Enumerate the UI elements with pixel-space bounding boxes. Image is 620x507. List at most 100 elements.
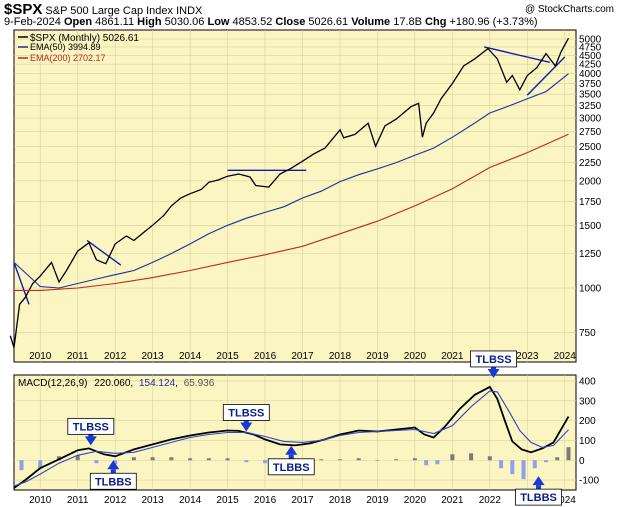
high-value: 5030.06 xyxy=(164,16,205,28)
macd-histogram-bar xyxy=(521,460,526,480)
annotation-label: TLBSS xyxy=(228,407,264,419)
macd-x-tick-label: 2014 xyxy=(179,495,202,506)
macd-x-tick-label: 2021 xyxy=(441,495,464,506)
price-y-tick-label: 4250 xyxy=(579,60,602,71)
macd-x-tick-label: 2013 xyxy=(142,495,165,506)
ema200-line xyxy=(14,133,569,291)
macd-y-tick-label: 0 xyxy=(579,456,585,467)
macd-line xyxy=(13,385,570,489)
price-y-tick-labels: 750 1000 1250 1500 1750 2000 2250 2500 2750 3000 3… xyxy=(579,35,602,340)
annotation-arrow xyxy=(84,436,97,446)
trendline xyxy=(526,56,566,96)
chg-value: +180.96 (+3.73%) xyxy=(449,16,538,28)
macd-histogram-bar xyxy=(394,459,399,461)
macd-sep-1: , xyxy=(130,378,133,389)
annotation-arrow xyxy=(285,445,298,455)
high-label: High xyxy=(137,16,162,28)
macd-series xyxy=(13,385,570,489)
macd-y-tick-labels: -100 0 100 200 300 400 xyxy=(579,376,599,486)
annotation-label: TLBSS xyxy=(73,421,109,433)
hist-value: 65.936 xyxy=(184,378,215,389)
macd-label: MACD(12,26,9) xyxy=(18,378,87,389)
signal-line xyxy=(13,390,569,487)
annotation-arrow-stem xyxy=(243,419,249,424)
annotation-arrow xyxy=(487,368,500,378)
price-x-tick-label: 2010 xyxy=(29,351,52,362)
symbol: $SPX xyxy=(4,1,43,18)
price-y-tick-label: 1500 xyxy=(579,221,602,232)
price-x-tick-label: 2024 xyxy=(554,351,577,362)
macd-y-tick-label: 200 xyxy=(579,416,596,427)
quote-date: 9-Feb-2024 xyxy=(4,16,61,28)
index-name: S&P 500 Large Cap Index xyxy=(45,5,174,17)
macd-histogram-bar xyxy=(56,456,61,461)
macd-histogram-bar xyxy=(510,460,515,475)
macd-histogram-bar xyxy=(487,456,492,461)
macd-histogram-bar xyxy=(131,457,136,461)
price-y-tick-label: 5000 xyxy=(579,35,602,46)
macd-histogram-bar xyxy=(169,457,174,461)
price-y-tick-label: 4000 xyxy=(579,69,602,80)
macd-value: 220.060 xyxy=(94,378,131,389)
price-x-tick-label: 2023 xyxy=(516,351,539,362)
price-series xyxy=(9,37,570,348)
macd-histogram-bar xyxy=(319,459,324,461)
macd-x-tick-label: 2015 xyxy=(216,495,239,506)
macd-x-tick-label: 2011 xyxy=(67,495,89,506)
price-y-tick-label: 2500 xyxy=(579,142,602,153)
macd-histogram-bar xyxy=(150,457,155,461)
svg-text:MACD(12,26,9) 220.060,: MACD(12,26,9) 220.060, 154.124, 65.936 xyxy=(18,378,215,389)
price-x-tick-label: 2021 xyxy=(441,351,464,362)
volume-value: 17.8B xyxy=(393,16,422,28)
macd-x-tick-label: 2019 xyxy=(366,495,389,506)
price-x-tick-label: 2018 xyxy=(329,351,352,362)
macd-histogram-bar xyxy=(263,460,268,464)
macd-x-tick-label: 2012 xyxy=(104,495,127,506)
price-y-tick-label: 2000 xyxy=(579,176,602,187)
legend-price: $SPX (Monthly) 5026.61 xyxy=(30,33,139,44)
title-line: $SPX S&P 500 Large Cap Index INDX xyxy=(4,1,202,18)
macd-histogram-bar xyxy=(375,460,380,461)
macd-y-tick-label: -100 xyxy=(579,476,599,487)
chg-label: Chg xyxy=(425,16,447,28)
annotation-box xyxy=(470,350,517,368)
macd-x-tick-label: 2018 xyxy=(329,495,352,506)
price-grid xyxy=(14,30,576,362)
price-x-tick-label: 2015 xyxy=(216,351,239,362)
volume-label: Volume xyxy=(351,16,391,28)
macd-x-tick-label: 2020 xyxy=(404,495,427,506)
price-y-tick-label: 3250 xyxy=(579,101,602,112)
macd-histogram-bar xyxy=(244,460,249,463)
macd-histogram-bar xyxy=(412,458,417,461)
macd-y-tick-label: 300 xyxy=(579,396,596,407)
annotation-arrow-stem xyxy=(491,365,497,370)
macd-legend: MACD(12,26,9) 220.060, 154.124, 65.936 xyxy=(18,378,215,389)
price-y-tick-label: 4500 xyxy=(579,51,602,62)
macd-y-tick-label: 400 xyxy=(579,376,596,387)
macd-histogram-bar xyxy=(544,460,549,463)
exchange: INDX xyxy=(176,5,203,17)
price-y-tick-label: 1000 xyxy=(579,284,602,295)
macd-histogram-bar xyxy=(337,459,342,461)
macd-y-tick-label: 100 xyxy=(579,436,596,447)
annotation-box xyxy=(67,417,115,435)
macd-x-tick-label: 2017 xyxy=(291,495,314,506)
price-x-tick-label: 2013 xyxy=(142,351,165,362)
annotation-label: TLBSS xyxy=(476,354,512,366)
macd-histogram-bar xyxy=(424,460,429,466)
macd-histogram-bar xyxy=(19,460,24,471)
annotation-arrow-stem xyxy=(88,433,94,438)
macd-sep-2: , xyxy=(175,378,178,389)
macd-histogram-bar xyxy=(38,460,43,469)
price-y-tick-label: 3000 xyxy=(579,114,602,125)
trendline xyxy=(13,262,30,305)
price-y-tick-label: 2750 xyxy=(579,127,602,138)
trendline xyxy=(86,239,122,266)
price-x-tick-label: 2016 xyxy=(254,351,277,362)
open-value: 4861.11 xyxy=(95,16,135,28)
annotation-label: TLBBS xyxy=(520,492,557,504)
ema50-line xyxy=(13,73,569,289)
close-label: Close xyxy=(275,16,306,28)
price-y-tick-label: 3750 xyxy=(579,79,602,90)
annotation-box xyxy=(267,458,315,476)
